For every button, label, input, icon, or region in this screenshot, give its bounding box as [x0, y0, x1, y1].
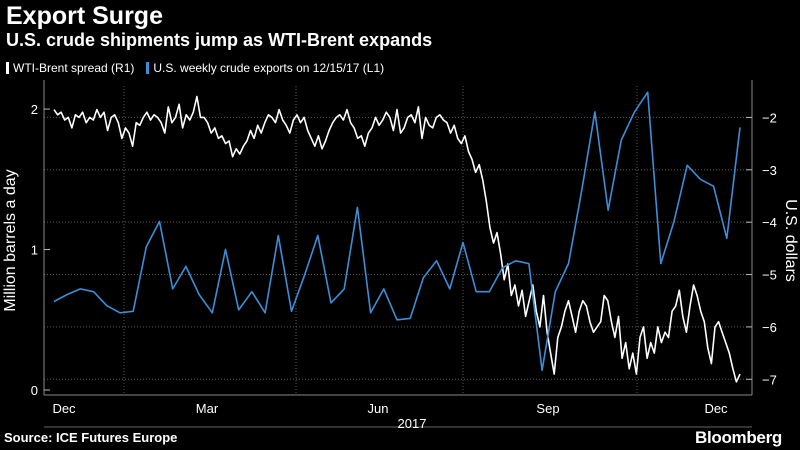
x-tick-label-1: Mar: [196, 401, 219, 416]
right-axis-title: U.S. dollars: [782, 199, 799, 282]
left-tick-label-2: 2: [31, 102, 38, 117]
legend-swatch-exports: [146, 62, 150, 74]
legend-swatch-wti-brent: [6, 62, 9, 74]
chart-legend: WTI-Brent spread (R1) U.S. weekly crude …: [6, 61, 384, 75]
chart-subtitle: U.S. crude shipments jump as WTI-Brent e…: [6, 30, 433, 50]
x-tick-label-0: Dec: [52, 401, 76, 416]
bloomberg-logo: Bloomberg: [694, 428, 782, 447]
series-line-0: [53, 95, 741, 383]
right-tick-label-4: −6: [762, 320, 777, 335]
right-tick-label-2: −4: [762, 215, 777, 230]
legend-item-wti-brent: WTI-Brent spread (R1): [6, 61, 134, 75]
legend-label-exports: U.S. weekly crude exports on 12/15/17 (L…: [153, 61, 385, 75]
x-tick-label-3: Sep: [536, 401, 559, 416]
chart-title: Export Surge: [6, 2, 163, 30]
series-line-1: [53, 91, 741, 372]
right-tick-label-0: −2: [762, 110, 777, 125]
right-tick-label-5: −7: [762, 372, 777, 387]
right-tick-label-3: −5: [762, 268, 777, 283]
x-year-label: 2017: [398, 416, 427, 431]
x-tick-label-2: Jun: [368, 401, 389, 416]
source-note: Source: ICE Futures Europe: [4, 430, 178, 445]
legend-item-exports: U.S. weekly crude exports on 12/15/17 (L…: [146, 61, 384, 75]
legend-label-wti-brent: WTI-Brent spread (R1): [13, 61, 135, 75]
left-tick-label-0: 0: [31, 383, 38, 398]
x-tick-label-4: Dec: [704, 401, 728, 416]
right-tick-label-1: −3: [762, 163, 777, 178]
left-axis-title: Million barrels a day: [2, 169, 19, 311]
left-tick-label-1: 1: [31, 243, 38, 258]
